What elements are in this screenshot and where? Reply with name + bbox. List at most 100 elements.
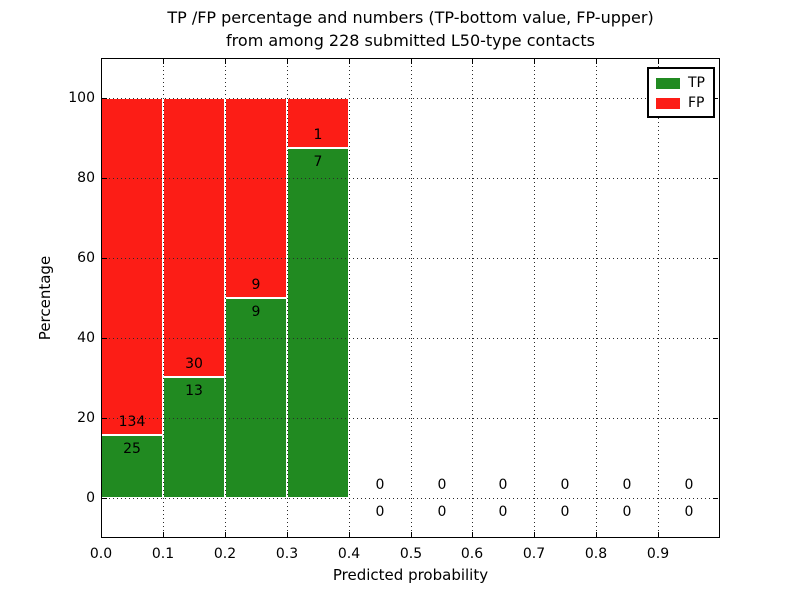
legend-swatch-tp — [656, 77, 680, 89]
gridline-x-0.5 — [411, 58, 412, 538]
x-tick-label: 0.3 — [275, 546, 299, 562]
gridline-y-60 — [101, 258, 720, 259]
x-tick-top — [225, 59, 226, 64]
chart-title-line2: from among 228 submitted L50-type contac… — [226, 31, 595, 50]
bar-label-tp: 0 — [622, 504, 632, 520]
gridline-x-0.8 — [596, 58, 597, 538]
bar-label-tp: 25 — [123, 441, 141, 458]
x-tick-label: 0.8 — [584, 546, 608, 562]
bar-label-tp: 0 — [560, 504, 570, 520]
x-tick-label: 0.5 — [399, 546, 423, 562]
bar-label-tp: 0 — [684, 504, 694, 520]
bar-segment-fp — [101, 98, 163, 436]
x-tick-bottom — [596, 532, 597, 537]
x-tick-bottom — [472, 532, 473, 537]
y-tick-label: 20 — [77, 410, 95, 426]
bar-segment-tp — [163, 377, 225, 498]
legend-label: TP — [688, 75, 705, 91]
x-axis-label: Predicted probability — [332, 566, 489, 584]
bar-label-fp: 0 — [437, 477, 447, 493]
bar-label-tp: 7 — [313, 154, 323, 170]
bar-segment-fp — [225, 98, 287, 298]
y-tick-left — [102, 98, 107, 99]
gridline-x-0.6 — [472, 58, 473, 538]
x-tick-top — [534, 59, 535, 64]
y-tick-left — [102, 418, 107, 419]
gridline-x-0.4 — [349, 58, 350, 538]
gridline-y-20 — [101, 418, 720, 419]
x-tick-label: 0.4 — [337, 546, 361, 562]
legend: TP FP — [647, 67, 715, 118]
x-tick-top — [596, 59, 597, 64]
gridline-y-40 — [101, 338, 720, 339]
legend-entry-fp: FP — [656, 94, 709, 112]
y-tick-label: 0 — [86, 490, 95, 506]
bar-label-tp: 0 — [375, 504, 385, 520]
legend-swatch-fp — [656, 97, 680, 109]
bar-label-fp: 1 — [313, 127, 323, 143]
gridline-y-100 — [101, 98, 720, 99]
bar-label-fp: 30 — [185, 356, 203, 373]
x-tick-bottom — [163, 532, 164, 537]
gridline-x-0.2 — [225, 58, 226, 538]
x-tick-top — [287, 59, 288, 64]
y-tick-left — [102, 498, 107, 499]
y-tick-left — [102, 178, 107, 179]
y-tick-right — [713, 258, 718, 259]
x-tick-label: 0.2 — [213, 546, 237, 562]
y-tick-right — [713, 498, 718, 499]
axes-frame — [101, 58, 720, 538]
bar-label-fp: 0 — [560, 477, 570, 493]
x-tick-label: 0.0 — [89, 546, 113, 562]
legend-label: FP — [688, 95, 705, 111]
bar-label-tp: 0 — [437, 504, 447, 520]
x-tick-label: 0.1 — [151, 546, 175, 562]
x-tick-top — [658, 59, 659, 64]
bar-label-fp: 0 — [498, 477, 508, 493]
chart-title: TP /FP percentage and numbers (TP-bottom… — [101, 6, 720, 52]
bar-label-fp: 0 — [622, 477, 632, 493]
y-tick-left — [102, 338, 107, 339]
gridline-y-0 — [101, 498, 720, 499]
bar-label-fp: 9 — [251, 277, 261, 293]
chart-title-line1: TP /FP percentage and numbers (TP-bottom… — [167, 8, 654, 27]
bar-segment-fp — [287, 98, 349, 148]
bar-label-tp: 13 — [185, 383, 203, 400]
bar-label-fp: 0 — [375, 477, 385, 493]
gridline-x-0.1 — [163, 58, 164, 538]
legend-entry-tp: TP — [656, 74, 709, 92]
x-tick-top — [163, 59, 164, 64]
plot-area: TP FP 134 25 30 13 9 9 1 7 0 0 0 0 0 0 0 0 0 0 0 0 — [101, 58, 720, 538]
x-tick-top — [349, 59, 350, 64]
x-tick-bottom — [411, 532, 412, 537]
x-tick-bottom — [349, 532, 350, 537]
y-tick-right — [713, 178, 718, 179]
x-tick-label: 0.6 — [460, 546, 484, 562]
x-tick-bottom — [658, 532, 659, 537]
y-tick-right — [713, 418, 718, 419]
x-tick-label: 0.9 — [646, 546, 670, 562]
x-tick-bottom — [534, 532, 535, 537]
gridline-x-0.7 — [534, 58, 535, 538]
bar-label-fp: 134 — [118, 414, 146, 431]
x-tick-top — [472, 59, 473, 64]
gridline-x-0.9 — [658, 58, 659, 538]
y-tick-right — [713, 98, 718, 99]
bar-label-fp: 0 — [684, 477, 694, 493]
x-tick-top — [411, 59, 412, 64]
y-tick-label: 40 — [77, 330, 95, 346]
y-tick-label: 60 — [77, 250, 95, 266]
x-tick-bottom — [225, 532, 226, 537]
y-tick-label: 100 — [68, 90, 95, 106]
y-tick-left — [102, 258, 107, 259]
bar-label-tp: 9 — [251, 304, 261, 320]
y-tick-right — [713, 338, 718, 339]
x-tick-label: 0.7 — [522, 546, 546, 562]
gridline-x-0.3 — [287, 58, 288, 538]
bar-label-tp: 0 — [498, 504, 508, 520]
x-tick-bottom — [287, 532, 288, 537]
y-axis-label: Percentage — [36, 255, 54, 341]
y-tick-label: 80 — [77, 170, 95, 186]
gridline-y-80 — [101, 178, 720, 179]
